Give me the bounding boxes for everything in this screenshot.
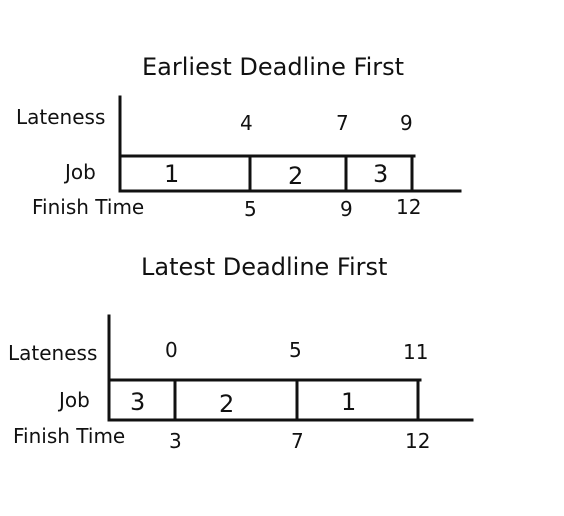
schedule-lines — [0, 0, 564, 516]
